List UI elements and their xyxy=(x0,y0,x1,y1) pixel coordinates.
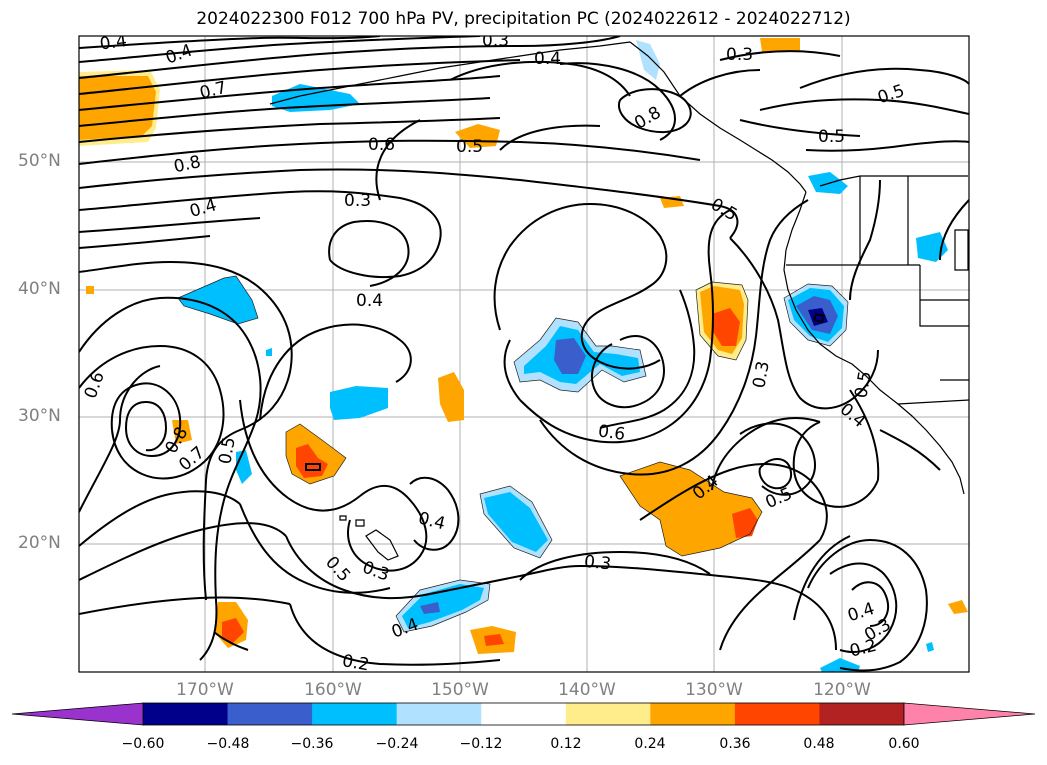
colorbar-extend-low xyxy=(11,702,144,726)
lon-label-170w: 170°W xyxy=(176,680,234,700)
colorbar-tick: 0.36 xyxy=(719,736,751,752)
map-title: 2024022300 F012 700 hPa PV, precipitatio… xyxy=(196,9,851,29)
colorbar-segment xyxy=(650,703,736,725)
contour-label: 0.2 xyxy=(341,651,371,675)
colorbar-extend-high xyxy=(903,702,1036,726)
colorbar-tick: −0.36 xyxy=(290,736,334,752)
coastlines xyxy=(269,41,969,561)
contour-label: 0.3 xyxy=(344,191,371,211)
fill-outlines xyxy=(177,275,849,633)
contour-label: 0.4 xyxy=(534,49,561,69)
colorbar-tick: −0.12 xyxy=(459,736,503,752)
colorbar-segment xyxy=(481,703,567,725)
colorbar-segment xyxy=(734,703,820,725)
contour-label: 0.5 xyxy=(851,370,875,400)
contour-label: 0.4 xyxy=(99,31,129,55)
lat-label-40n: 40°N xyxy=(18,279,61,299)
colorbar-tick: 0.60 xyxy=(888,736,920,752)
colorbar-segment xyxy=(312,703,398,725)
colorbar-tick: 0.24 xyxy=(634,736,666,752)
colorbar-tick: −0.60 xyxy=(121,736,165,752)
contour-label: 0.5 xyxy=(818,127,845,147)
map-panel: 0.4 0.4 0.7 0.8 0.4 0.6 0.5 0.3 0.3 0.4 … xyxy=(78,31,970,675)
contour-label: 0.5 xyxy=(456,137,483,157)
lon-label-130w: 130°W xyxy=(685,680,743,700)
colorbar-tick: 0.12 xyxy=(550,736,582,752)
contour-label: 0.3 xyxy=(583,552,612,575)
contour-label: 0.3 xyxy=(749,360,773,390)
contour-label: 0.5 xyxy=(215,436,239,466)
contour-label: 0.6 xyxy=(368,135,395,155)
lon-label-160w: 160°W xyxy=(304,680,362,700)
precip-negative-fills xyxy=(178,40,948,672)
lon-label-140w: 140°W xyxy=(558,680,616,700)
colorbar-tick: 0.48 xyxy=(803,736,835,752)
colorbar-segment xyxy=(143,703,229,725)
colorbar-segment xyxy=(227,703,313,725)
lon-label-150w: 150°W xyxy=(431,680,489,700)
colorbar xyxy=(11,702,1036,726)
contour-label: 0.4 xyxy=(356,291,383,311)
colorbar-tick: −0.48 xyxy=(206,736,250,752)
map-frame xyxy=(78,35,970,673)
pv-contour-closed-small xyxy=(213,312,826,651)
contour-label: 0.3 xyxy=(726,45,753,65)
contour-label: 0.6 xyxy=(597,421,627,445)
colorbar-segment xyxy=(819,703,905,725)
lat-label-30n: 30°N xyxy=(18,406,61,426)
colorbar-segment xyxy=(565,703,651,725)
contour-label: 0.3 xyxy=(482,31,509,51)
pv-contours xyxy=(79,36,969,672)
lat-label-50n: 50°N xyxy=(18,151,61,171)
colorbar-segment xyxy=(396,703,482,725)
colorbar-tick: −0.24 xyxy=(375,736,419,752)
lon-label-120w: 120°W xyxy=(813,680,871,700)
lat-label-20n: 20°N xyxy=(18,533,61,553)
